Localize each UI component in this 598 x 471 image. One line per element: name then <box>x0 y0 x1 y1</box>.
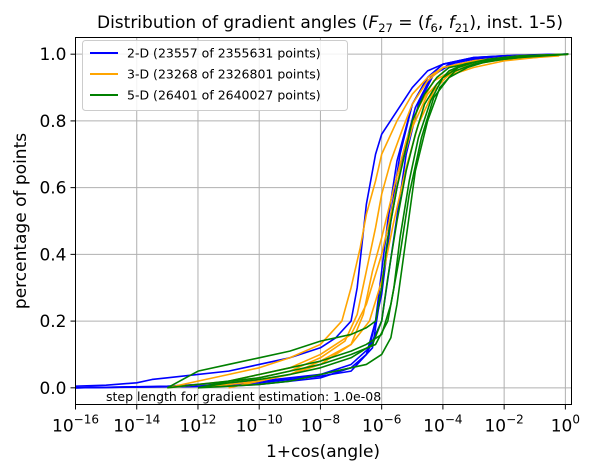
x-tick-label: 10−8 <box>301 413 340 437</box>
x-tick-label: 10−6 <box>362 413 401 437</box>
grid <box>75 37 572 405</box>
series-line-3-instance-5 <box>197 53 569 389</box>
x-axis-label: 1+cos(angle) <box>266 442 380 462</box>
series-line-3-instance-4 <box>197 53 569 389</box>
x-tick-label: 10−10 <box>236 413 283 437</box>
chart-title: Distribution of gradient angles (F27 = (… <box>97 13 563 35</box>
y-axis-ticks: 0.0 0.2 0.4 0.6 0.8 1.0 <box>39 45 76 399</box>
legend-label: 5-D (26401 of 2640027 points) <box>127 88 321 103</box>
legend-label: 2-D (23557 of 2355631 points) <box>127 46 321 61</box>
y-tick-label: 0.8 <box>39 112 66 132</box>
plot-frame <box>75 37 572 405</box>
y-tick-label: 1.0 <box>39 45 66 65</box>
y-axis-label: percentage of points <box>11 133 31 309</box>
x-tick-label: 1012 <box>180 413 217 437</box>
x-tick-label: 10−14 <box>113 413 160 437</box>
y-tick-label: 0.6 <box>39 179 66 199</box>
y-tick-label: 0.4 <box>39 245 66 265</box>
step-length-annotation: step length for gradient estimation: 1.0… <box>106 389 381 404</box>
legend-box <box>82 40 348 111</box>
y-tick-label: 0.0 <box>39 379 66 399</box>
x-axis-ticks: 10−16 10−14 1012 10−10 10−8 10−6 10−4 10−2 100 <box>52 404 580 437</box>
series-line-3-instance-2 <box>197 53 569 389</box>
series-line-3-instance-3 <box>167 53 569 389</box>
x-tick-label: 10−16 <box>52 413 99 437</box>
legend-label: 3-D (23268 of 2326801 points) <box>127 67 321 82</box>
legend: 2-D (23557 of 2355631 points) 3-D (23268 … <box>82 40 348 111</box>
y-tick-label: 0.2 <box>39 312 66 332</box>
series-lines <box>75 53 569 389</box>
x-tick-label: 10−2 <box>484 413 523 437</box>
x-tick-label: 100 <box>551 413 580 437</box>
x-tick-label: 10−4 <box>423 413 462 437</box>
